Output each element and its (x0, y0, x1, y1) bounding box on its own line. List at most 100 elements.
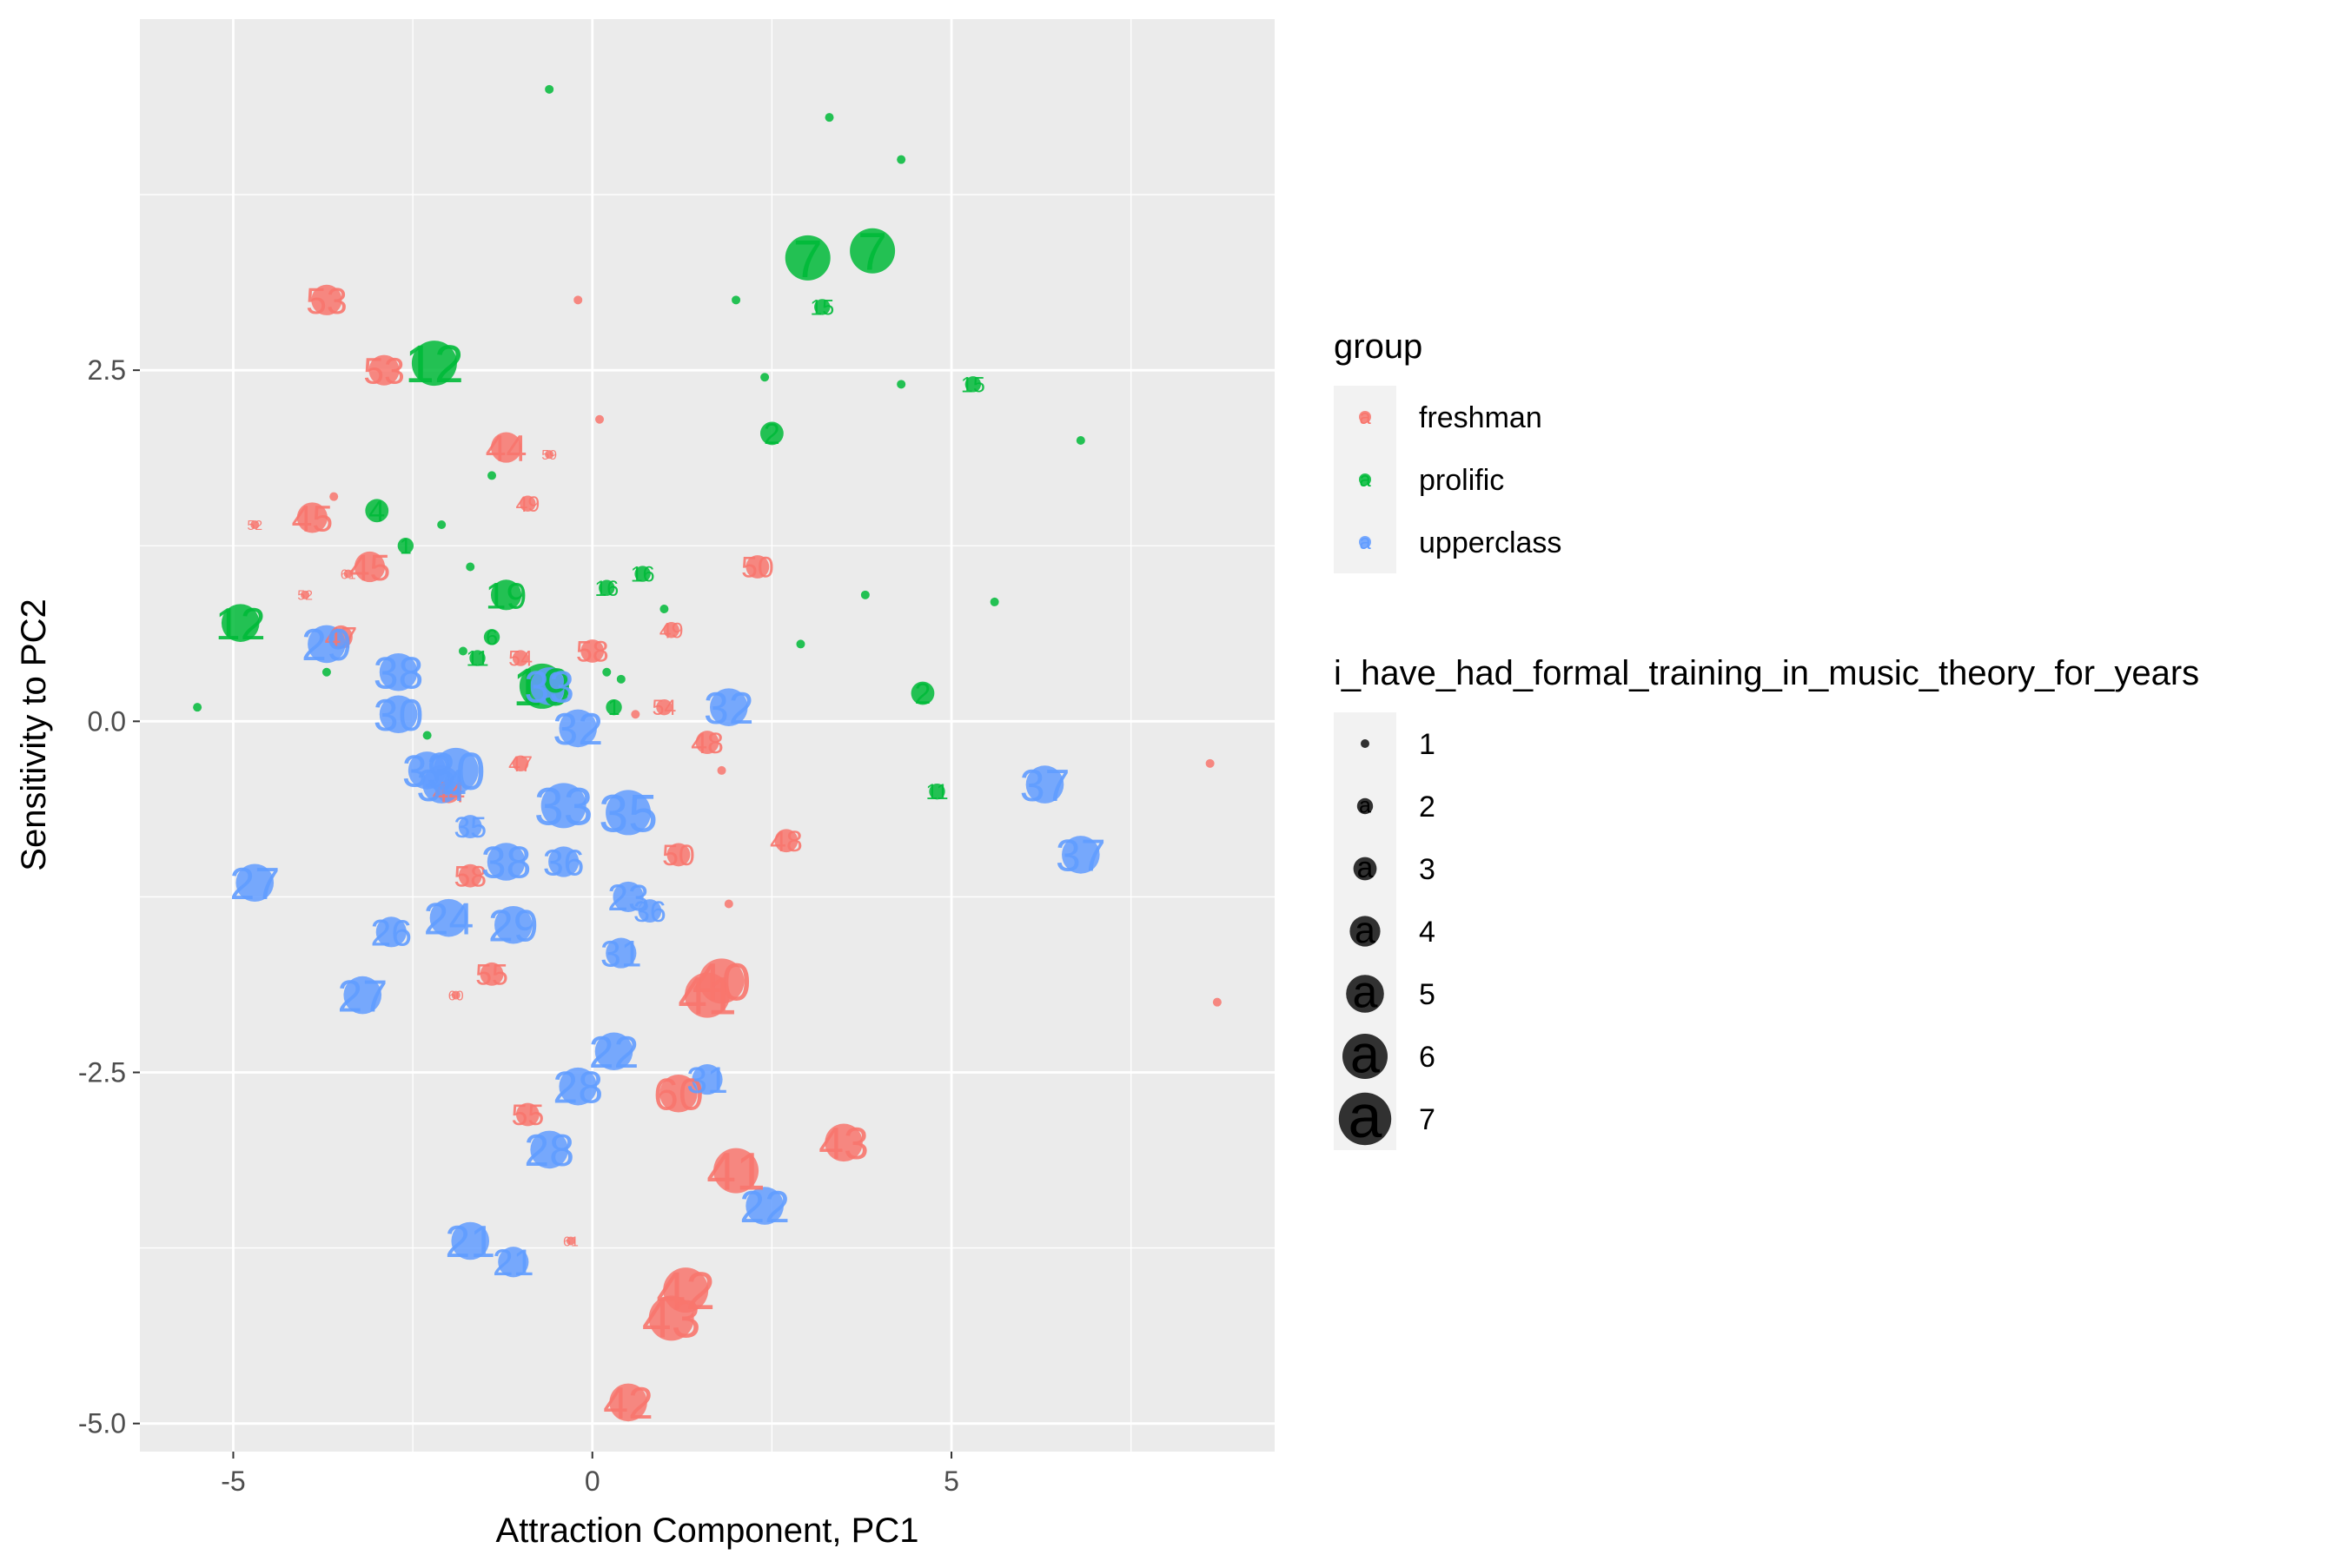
data-point (599, 579, 615, 596)
data-point (774, 829, 799, 853)
data-point (594, 1032, 633, 1071)
point-label: 35 (599, 784, 658, 843)
data-point (490, 432, 522, 463)
point-label: 27 (229, 859, 280, 910)
color-legend-title: group (1334, 327, 1422, 366)
data-point (469, 650, 486, 666)
point-label: 12 (215, 599, 266, 650)
point-label: 43 (642, 1289, 701, 1348)
point-label: 28 (553, 1062, 603, 1113)
data-point (746, 555, 770, 579)
point-label: 27 (337, 971, 388, 1022)
data-point (487, 843, 526, 881)
point-label: 47 (325, 622, 358, 655)
point-label: 22 (739, 1182, 790, 1233)
data-point (296, 502, 328, 533)
data-point (368, 354, 400, 386)
legend-key-glyph: a (1355, 910, 1375, 951)
point-label: 59 (541, 448, 557, 463)
x-tick-label: -5 (221, 1465, 245, 1497)
data-point (515, 1102, 540, 1127)
point-label: 11 (926, 780, 949, 804)
data-point (724, 899, 733, 909)
point-label: 7 (793, 229, 823, 288)
point-label: 29 (302, 620, 352, 671)
grid-lines (140, 19, 1275, 1452)
point-label: 49 (659, 619, 684, 643)
legend-entry-label: prolific (1419, 464, 1504, 497)
point-label: 54 (652, 696, 676, 720)
data-point (1205, 758, 1215, 768)
data-point (559, 1067, 598, 1106)
data-point (397, 538, 414, 554)
legend-key-glyph: a (1359, 531, 1371, 554)
legend-size-point (1338, 1092, 1392, 1146)
point-label: 49 (515, 493, 540, 517)
data-point (825, 113, 834, 122)
data-point (487, 471, 497, 480)
data-point (606, 698, 622, 716)
point-label: 55 (511, 1099, 544, 1132)
data-point (375, 916, 407, 948)
point-label: 44 (433, 776, 466, 809)
legend-key-glyph: a (1350, 1024, 1380, 1083)
data-point (695, 731, 719, 754)
data-point (713, 1148, 759, 1194)
data-point (512, 755, 529, 772)
data-point (685, 972, 730, 1018)
data-point (606, 790, 652, 836)
data-point (759, 421, 784, 446)
point-label: 15 (810, 295, 834, 320)
data-point (659, 605, 669, 613)
point-label: 16 (631, 563, 655, 587)
point-label: 12 (405, 334, 464, 394)
data-point (343, 569, 353, 579)
y-tick-label: 2.5 (88, 354, 126, 386)
point-label: 42 (656, 1261, 715, 1320)
data-point (860, 590, 870, 599)
data-point (638, 899, 662, 923)
legend-size-point (1353, 857, 1377, 881)
data-point (814, 299, 831, 315)
x-axis-title: Attraction Component, PC1 (496, 1512, 919, 1550)
y-axis-title: Sensitivity to PC2 (15, 599, 53, 870)
point-label: 60 (448, 989, 464, 1003)
data-point (301, 590, 310, 599)
data-point (929, 783, 945, 800)
axes: -5 0 5 -5.0 -2.5 0.0 2.5 (78, 354, 959, 1497)
point-label: 60 (653, 1069, 704, 1120)
point-label: 50 (741, 552, 774, 585)
y-tick-label: -2.5 (78, 1057, 126, 1088)
data-point (602, 667, 612, 677)
data-point (311, 284, 342, 315)
y-tick-label: 0.0 (88, 705, 126, 737)
point-label: 38 (481, 838, 532, 889)
data-point (498, 1247, 529, 1278)
point-label: 34 (416, 761, 467, 811)
legend-key-glyph: a (1353, 968, 1378, 1018)
data-point (354, 551, 386, 583)
legend-size-label: 5 (1419, 978, 1435, 1011)
point-label: 48 (770, 825, 803, 858)
legend-key-glyph: a (1359, 406, 1371, 429)
x-tick-label: 5 (944, 1465, 959, 1497)
data-point (631, 710, 640, 719)
data-point (785, 235, 831, 281)
point-label: 24 (424, 894, 474, 944)
data-point (545, 84, 554, 94)
data-point (379, 695, 418, 734)
data-point (490, 579, 522, 611)
legend-size-label: 2 (1419, 791, 1435, 824)
data-point (221, 604, 260, 642)
data-point (796, 639, 805, 649)
point-label: 42 (603, 1379, 653, 1429)
legend-entry-label: freshman (1419, 401, 1542, 434)
legend-key-glyph: a (1349, 1082, 1382, 1150)
point-label: 19 (486, 575, 527, 617)
point-label: 22 (589, 1028, 640, 1078)
data-point (606, 937, 637, 969)
data-point (422, 731, 432, 740)
legend-key-glyph: a (1359, 794, 1371, 818)
